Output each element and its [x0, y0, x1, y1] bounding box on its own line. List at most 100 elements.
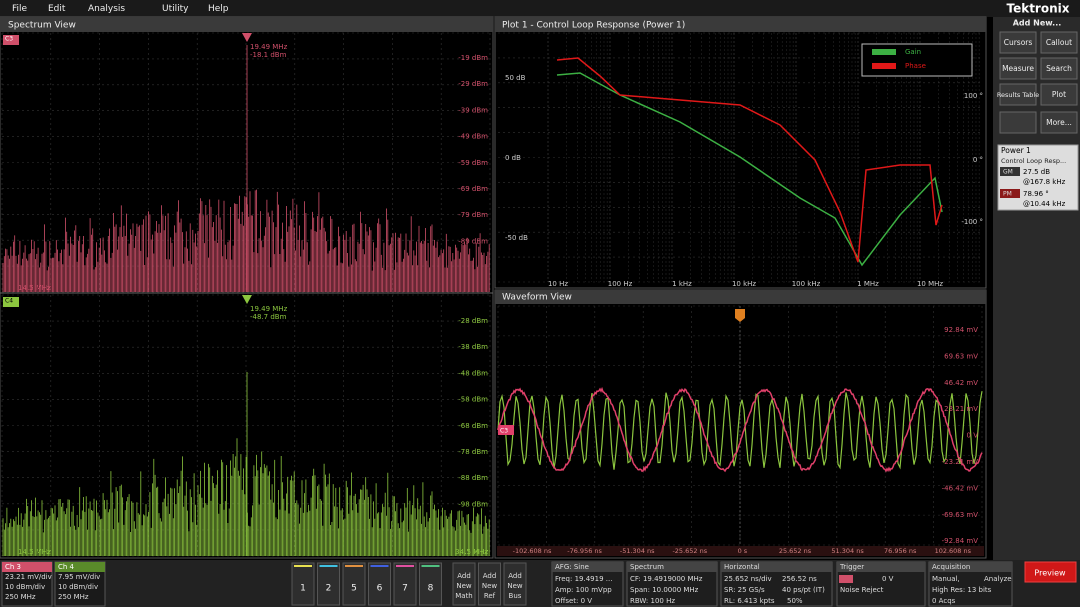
menu-bar: [0, 0, 1080, 17]
button-label[interactable]: Results Table: [997, 91, 1039, 99]
level-label: -98 dBm: [458, 500, 488, 508]
button-label[interactable]: 5: [351, 584, 357, 594]
channel-info[interactable]: Ch 4: [58, 563, 75, 571]
level-label: 23.21 mV: [944, 405, 978, 413]
channel-info[interactable]: 7.95 mV/div: [58, 573, 100, 581]
preview-label[interactable]: Preview: [1034, 569, 1066, 578]
panel-button[interactable]: [1040, 111, 1078, 134]
button-label[interactable]: Plot: [1052, 90, 1066, 99]
tag: GM: [1003, 169, 1013, 176]
info-text[interactable]: Amp: 100 mVpp: [555, 586, 612, 594]
panel-button[interactable]: [1040, 57, 1078, 80]
info-text[interactable]: Manual,: [932, 575, 960, 583]
info-text[interactable]: 40 ps/pt (IT): [782, 586, 825, 594]
info-text[interactable]: 50%: [787, 597, 803, 605]
panel-button[interactable]: [999, 83, 1037, 106]
menu-item[interactable]: Utility: [162, 4, 189, 14]
info-text[interactable]: Span: 10.0000 MHz: [630, 586, 699, 594]
title-bar: [495, 290, 986, 304]
level-label: -68 dBm: [458, 422, 488, 430]
button-label[interactable]: Search: [1046, 64, 1072, 73]
info-text[interactable]: Spectrum: [630, 563, 664, 571]
channel-button[interactable]: [419, 562, 442, 606]
button-label[interactable]: New: [482, 582, 498, 590]
button-label[interactable]: Bus: [509, 592, 522, 600]
panel-button[interactable]: [999, 31, 1037, 54]
info-text[interactable]: Freq: 19.4919 ...: [555, 575, 612, 583]
info-text[interactable]: 0 V: [882, 575, 894, 583]
info-text[interactable]: Trigger: [839, 563, 864, 571]
info-text[interactable]: AFG: Sine: [555, 563, 589, 571]
info-text[interactable]: CF: 19.4919000 MHz: [630, 575, 703, 583]
info-text[interactable]: Offset: 0 V: [555, 597, 592, 605]
button-label[interactable]: Cursors: [1004, 38, 1033, 47]
stop-freq: 34.5 MHz: [455, 548, 488, 556]
level-label: -49 dBm: [458, 133, 488, 141]
start-freq: 14.5 MHz: [18, 548, 51, 556]
info-text[interactable]: Acquisition: [932, 563, 970, 571]
info-text[interactable]: 25.652 ns/div: [724, 575, 772, 583]
info-text[interactable]: 0 Acqs: [932, 597, 956, 605]
info-header: [721, 562, 832, 572]
channel-info[interactable]: 10 dBm/div: [5, 583, 45, 591]
channel-button[interactable]: [342, 562, 366, 606]
add-button[interactable]: [503, 562, 527, 606]
channel-button[interactable]: [317, 562, 340, 606]
channel-info[interactable]: 10 dBm/div: [58, 583, 98, 591]
button-label[interactable]: New: [507, 582, 523, 590]
panel-button[interactable]: [999, 57, 1037, 80]
button-label[interactable]: Add: [508, 572, 522, 580]
info-text[interactable]: SR: 25 GS/s: [724, 586, 765, 594]
channel-button[interactable]: [291, 562, 315, 606]
ch3-trace: [497, 386, 983, 473]
button-label[interactable]: New: [456, 582, 472, 590]
button-label[interactable]: Measure: [1002, 64, 1034, 73]
channel-info[interactable]: Ch 3: [5, 563, 21, 571]
info-text[interactable]: Horizontal: [724, 563, 760, 571]
button-label[interactable]: Ref: [484, 592, 496, 600]
button-label[interactable]: Add: [457, 572, 471, 580]
add-button[interactable]: [452, 562, 476, 606]
button-label[interactable]: Callout: [1046, 38, 1072, 47]
level-label: -38 dBm: [458, 343, 488, 351]
info-text[interactable]: 256.52 ns: [782, 575, 817, 583]
button-label[interactable]: Add: [483, 572, 497, 580]
button-label[interactable]: More...: [1046, 118, 1072, 127]
info-text[interactable]: RL: 6.413 kpts: [724, 597, 775, 605]
channel-info[interactable]: 23.21 mV/div: [5, 573, 52, 581]
preview-button[interactable]: [1024, 561, 1077, 583]
menu-item[interactable]: File: [12, 4, 28, 14]
channel-info[interactable]: 250 MHz: [58, 593, 89, 601]
panel-button[interactable]: [1040, 31, 1078, 54]
time-label: 51.304 ns: [831, 547, 864, 555]
level-label: -78 dBm: [458, 448, 488, 456]
button-label[interactable]: Math: [455, 592, 473, 600]
menu-item[interactable]: Edit: [48, 4, 66, 14]
add-button[interactable]: [478, 562, 501, 606]
info-text[interactable]: Analyze: [984, 575, 1012, 583]
button-label[interactable]: 6: [377, 584, 383, 594]
gain-label: 0 dB: [505, 154, 521, 162]
button-label[interactable]: 2: [326, 584, 332, 594]
channel-button[interactable]: [368, 562, 391, 606]
channel-badge: [498, 425, 514, 435]
level-label: 69.63 mV: [944, 352, 978, 360]
info-text[interactable]: RBW: 100 Hz: [630, 597, 675, 605]
button-label[interactable]: 1: [300, 584, 306, 594]
badge-text: C3: [5, 36, 13, 43]
gm-value: 27.5 dB: [1023, 168, 1050, 176]
button-label[interactable]: 8: [428, 584, 434, 594]
panel-button[interactable]: [1040, 83, 1078, 106]
info-text[interactable]: Noise Reject: [840, 586, 884, 594]
level-label: -88 dBm: [458, 474, 488, 482]
menu-item[interactable]: Analysis: [88, 4, 125, 14]
button-label[interactable]: 7: [402, 584, 408, 594]
x-label: 10 MHz: [917, 280, 943, 288]
channel-button[interactable]: [393, 562, 417, 606]
info-header: [627, 562, 717, 572]
info-text[interactable]: High Res: 13 bits: [932, 586, 992, 594]
x-label: 1 MHz: [857, 280, 879, 288]
menu-item[interactable]: Help: [208, 4, 229, 14]
channel-info[interactable]: 250 MHz: [5, 593, 36, 601]
panel-button[interactable]: [999, 111, 1037, 134]
